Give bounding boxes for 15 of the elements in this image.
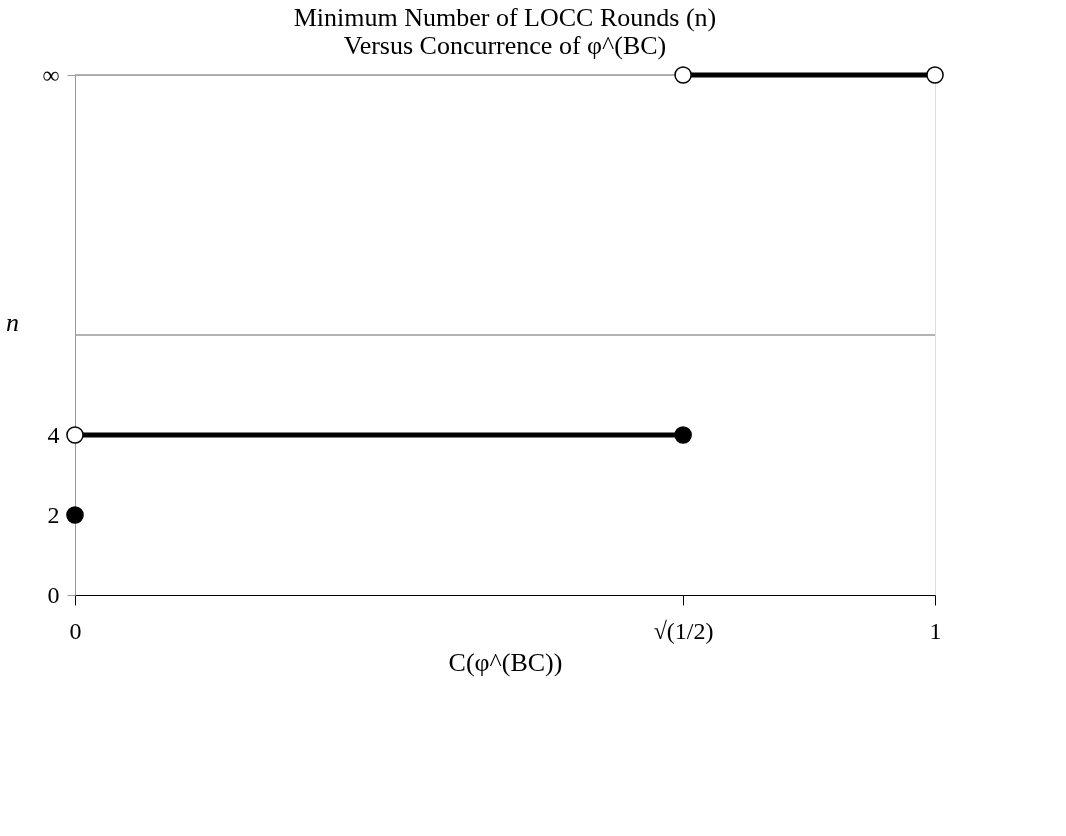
y-tick-label: 0 [47,581,60,608]
point [674,66,692,84]
point [674,426,692,444]
y-axis-title: n [5,307,19,337]
point [66,426,84,444]
chart-title: Minimum Number of LOCC Rounds (n) Versus Concurrence of φ^(BC) [293,3,717,60]
y-tick-label: 2 [47,501,60,528]
y-tick-label: 4 [47,421,60,448]
point [66,506,84,524]
x-axis-title: C(φ^(BC)) [448,647,563,677]
x-tick-label: 1 [929,617,942,644]
y-tick-label: ∞ [42,61,60,88]
point [926,66,944,84]
x-tick-label: 0 [69,617,82,644]
x-tick-label: √(1/2) [653,617,714,644]
